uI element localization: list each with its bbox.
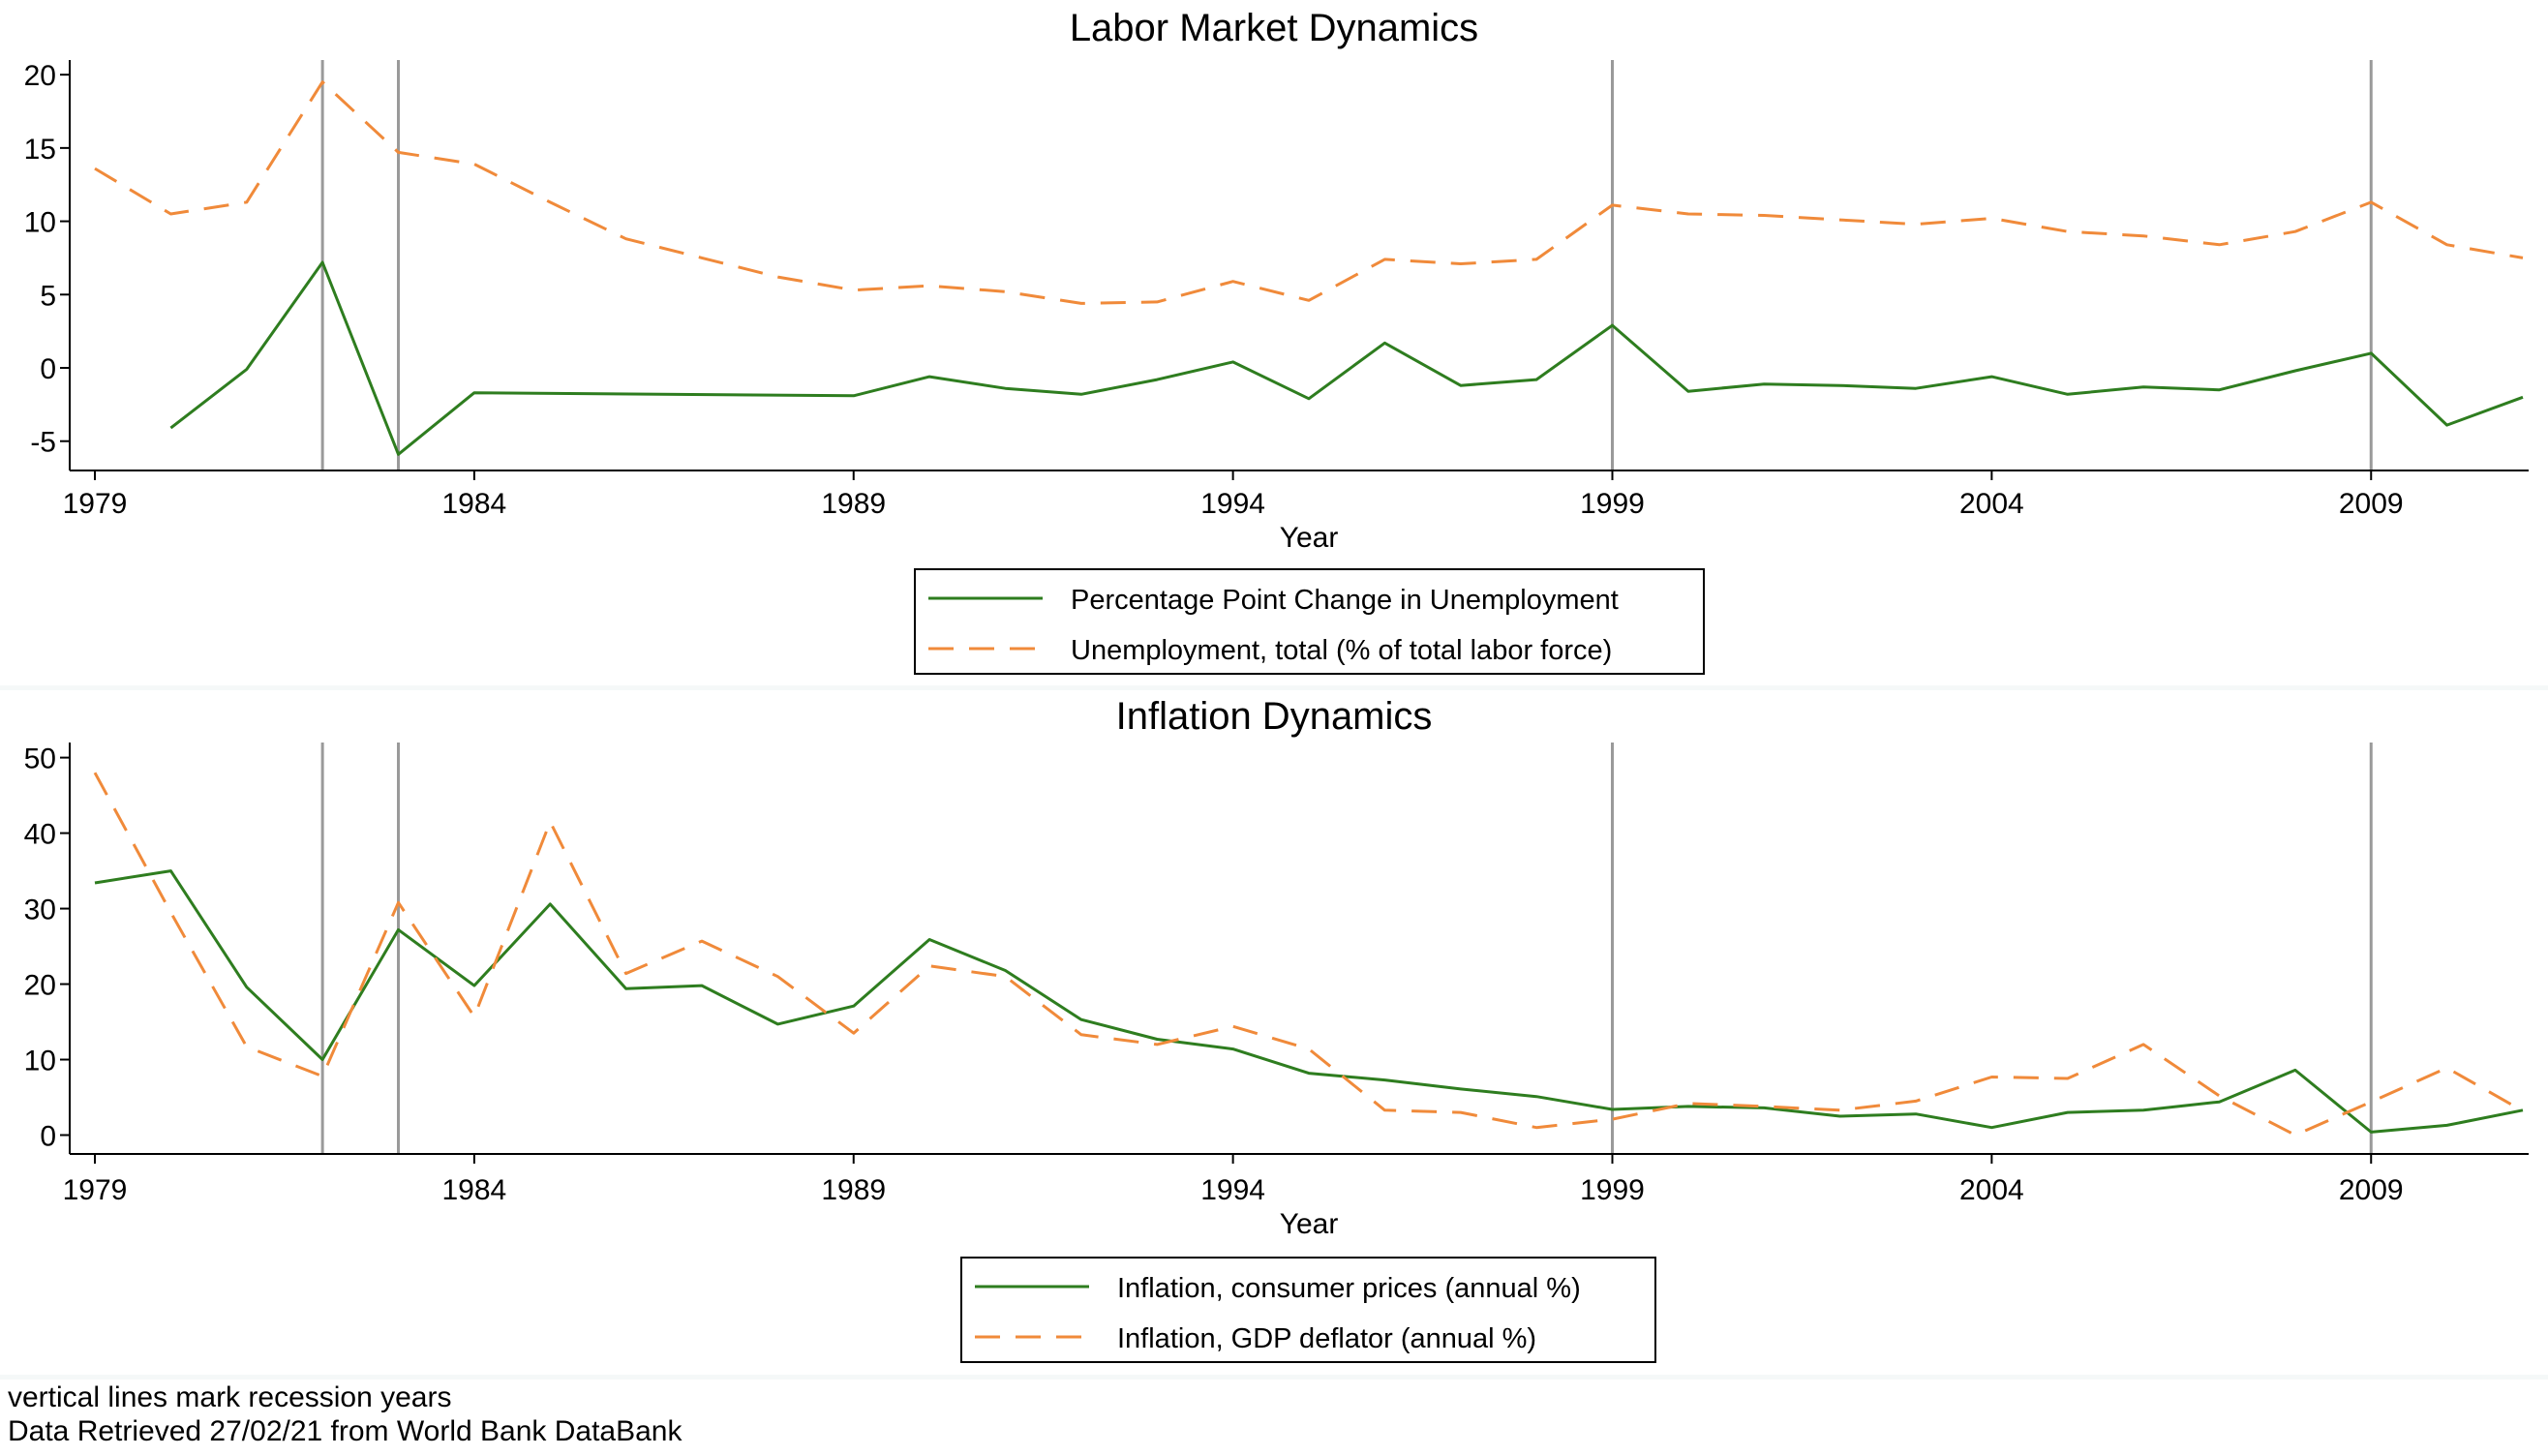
series-line-solid [169, 260, 2524, 456]
legend-label: Inflation, GDP deflator (annual %) [1117, 1323, 1536, 1354]
x-tick-label: 1989 [821, 1174, 886, 1206]
x-tick-label: 1979 [63, 488, 128, 520]
y-tick-label: 10 [24, 207, 56, 239]
series-line-solid [94, 869, 2524, 1134]
y-tick-label: 0 [40, 1121, 56, 1153]
legend-box [914, 568, 1705, 675]
x-tick-label: 2009 [2339, 488, 2404, 520]
y-tick-label: 5 [40, 280, 56, 312]
chart-title: Inflation Dynamics [1116, 695, 1433, 738]
x-tick-label: 1994 [1200, 1174, 1265, 1206]
x-tick-label: 2004 [1959, 1174, 2024, 1206]
legend-box [960, 1257, 1656, 1363]
inflation-chart: Inflation Dynamics 0 10 20 30 40 50 1979 1984 198… [24, 695, 2529, 1363]
x-tick-label: 1979 [63, 1174, 128, 1206]
recession-note: vertical lines mark recession years [8, 1381, 452, 1413]
series-line-dashed [93, 772, 2524, 1137]
labor-market-chart: Labor Market Dynamics -5 0 5 10 15 20 1979 1984 1… [24, 7, 2529, 675]
chart-title: Labor Market Dynamics [1070, 7, 1478, 49]
y-tick-label: 0 [40, 353, 56, 385]
y-tick-label: 40 [24, 819, 56, 851]
x-tick-label: 1994 [1200, 488, 1265, 520]
y-tick-label: 20 [24, 60, 56, 92]
y-tick-label: 15 [24, 134, 56, 166]
source-note: Data Retrieved 27/02/21 from World Bank … [8, 1415, 682, 1447]
footnote-panel: vertical lines mark recession years Data… [0, 1380, 2548, 1456]
x-tick-label: 1984 [442, 488, 507, 520]
inflation-panel: Inflation Dynamics 0 10 20 30 40 50 1979 1984 198… [0, 690, 2548, 1375]
y-tick-label: 20 [24, 970, 56, 1002]
legend-label: Inflation, consumer prices (annual %) [1117, 1273, 1581, 1304]
series-line-dashed [94, 80, 2524, 305]
x-axis-label: Year [1280, 1208, 1339, 1240]
labor-market-panel: Labor Market Dynamics -5 0 5 10 15 20 1979 1984 1… [0, 0, 2548, 685]
y-tick-label: 10 [24, 1046, 56, 1077]
y-tick-label: 30 [24, 895, 56, 926]
x-axis-label: Year [1280, 522, 1339, 554]
x-tick-label: 1999 [1580, 1174, 1645, 1206]
x-tick-label: 1984 [442, 1174, 507, 1206]
x-tick-label: 2009 [2339, 1174, 2404, 1206]
x-tick-label: 2004 [1959, 488, 2024, 520]
legend-label: Percentage Point Change in Unemployment [1071, 585, 1619, 616]
x-tick-label: 1989 [821, 488, 886, 520]
y-tick-label: -5 [30, 427, 56, 459]
x-tick-label: 1999 [1580, 488, 1645, 520]
y-tick-label: 50 [24, 743, 56, 775]
legend-label: Unemployment, total (% of total labor fo… [1071, 635, 1612, 666]
